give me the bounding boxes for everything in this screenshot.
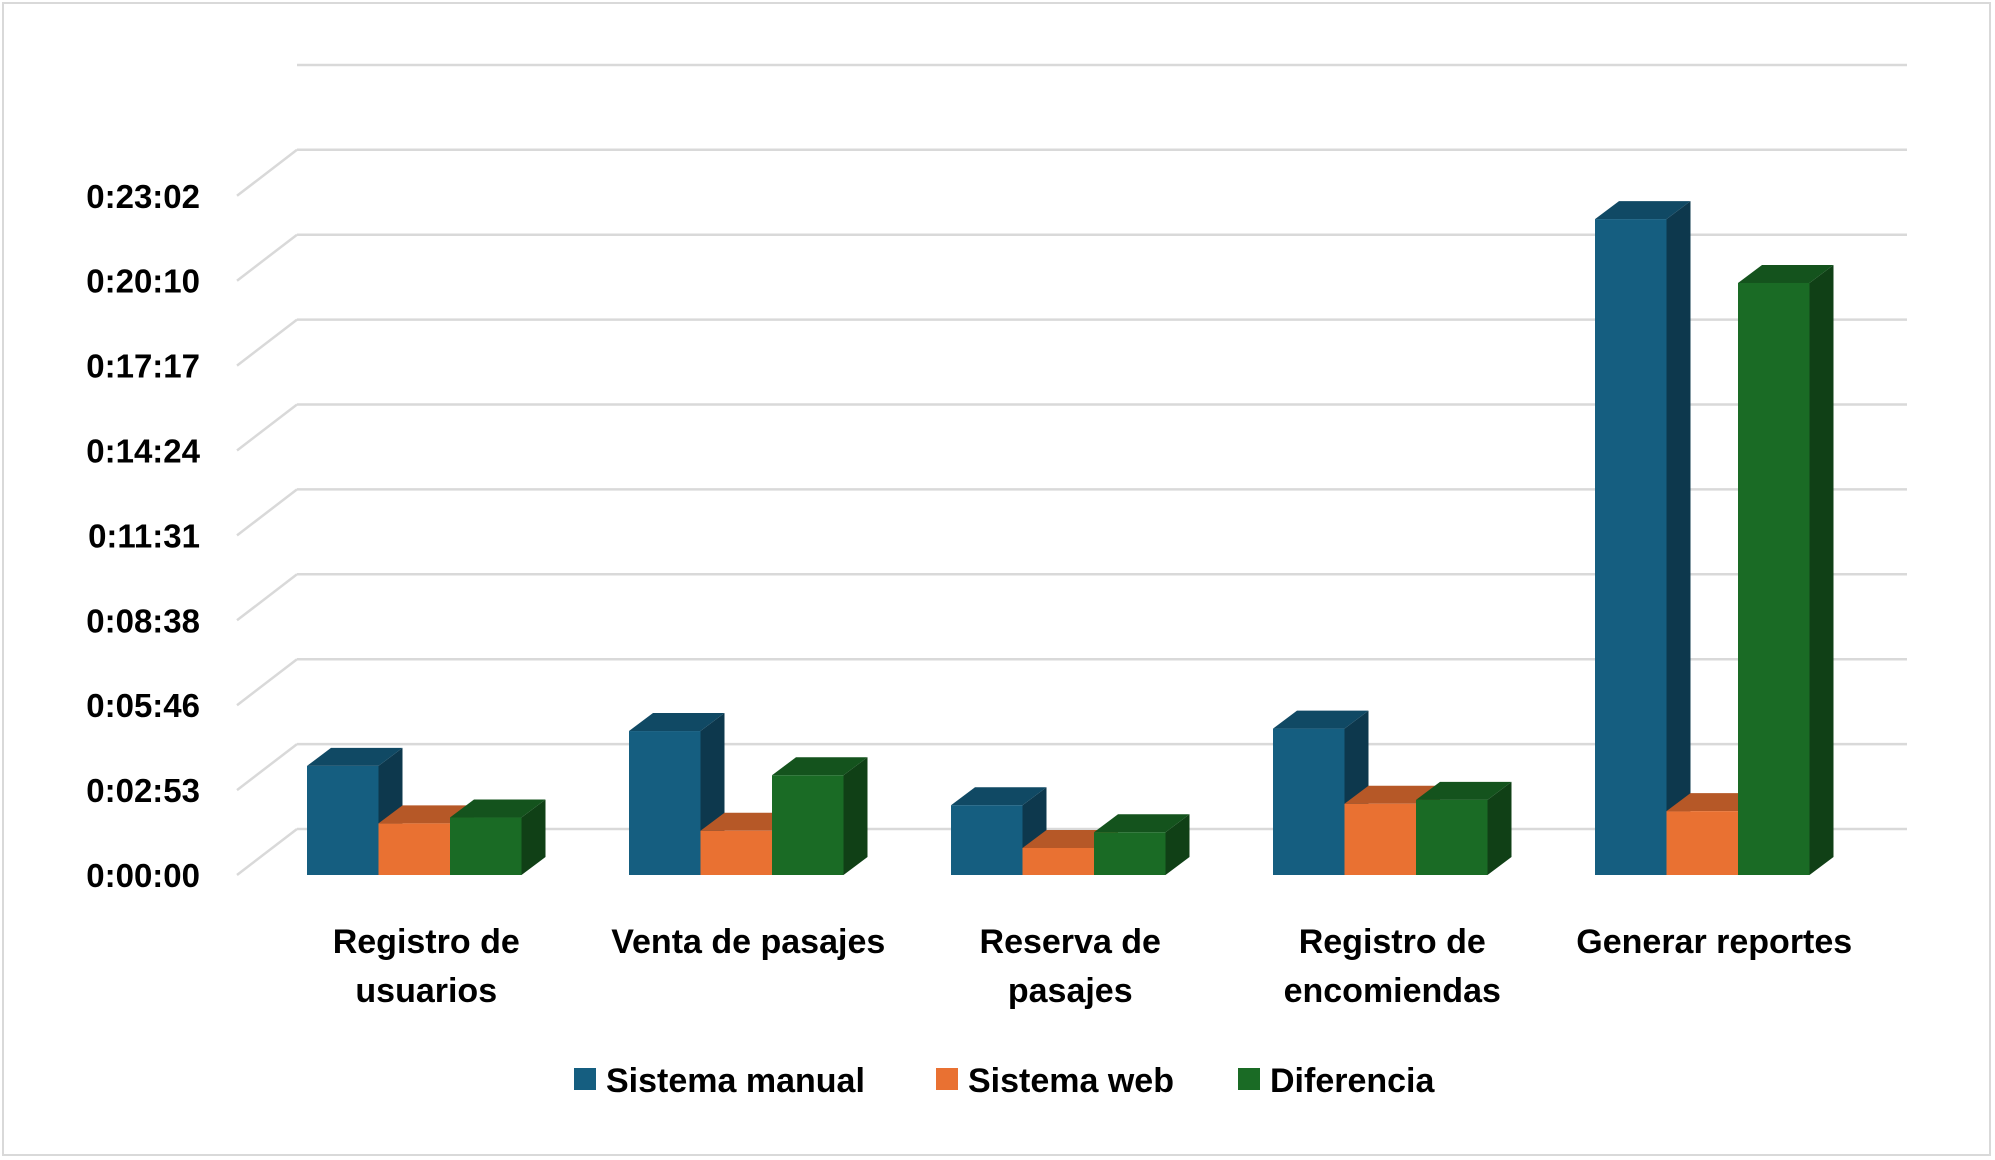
gridline-depth	[236, 148, 298, 197]
legend-swatch	[936, 1068, 958, 1090]
y-tick-label: 0:08:38	[86, 602, 200, 639]
x-category-label: Registro de usuarios	[333, 923, 520, 1010]
gridline-depth	[236, 828, 298, 876]
y-tick-label: 0:20:10	[86, 263, 200, 300]
y-tick-label: 0:17:17	[86, 348, 200, 385]
gridline-depth	[236, 658, 298, 707]
legend: Sistema manual Sistema web Diferencia	[574, 1062, 1435, 1100]
legend-swatch	[574, 1068, 596, 1090]
x-category-label: Venta de pasajes	[611, 923, 885, 961]
bar-diferencia	[450, 799, 546, 875]
legend-swatch	[1238, 1068, 1260, 1090]
gridline-depth	[236, 318, 298, 367]
legend-label: Sistema manual	[606, 1062, 865, 1100]
y-tick-label: 0:00:00	[86, 857, 200, 894]
x-category-label: Generar reportes	[1576, 923, 1852, 961]
x-category-label: Registro de encomiendas	[1284, 923, 1501, 1010]
x-axis-categories: Registro de usuarios Venta de pasajes Reser…	[333, 923, 1852, 1010]
bar-diferencia	[1416, 781, 1512, 875]
gridline-depth	[236, 743, 298, 792]
y-tick-label: 0:05:46	[86, 687, 200, 724]
gridline-depth	[236, 488, 298, 537]
y-axis-ticks: 0:00:00 0:02:53 0:05:46 0:08:38 0:11:31 0:14:…	[86, 178, 200, 894]
bars	[307, 201, 1834, 875]
chart-canvas: 0:00:00 0:02:53 0:05:46 0:08:38 0:11:31 0:14:…	[86, 63, 1907, 1100]
x-category-label: Reserva de pasajes	[980, 923, 1161, 1010]
bar-diferencia	[772, 757, 868, 875]
legend-label: Sistema web	[968, 1062, 1174, 1100]
legend-label: Diferencia	[1270, 1062, 1435, 1100]
y-tick-label: 0:23:02	[86, 178, 200, 215]
bar-diferencia	[1738, 264, 1834, 875]
bar-sistema-manual	[1595, 201, 1691, 875]
gridline-depth	[236, 573, 298, 622]
gridline-depth	[236, 233, 298, 282]
bar-diferencia	[1094, 814, 1190, 875]
gridline-depth	[236, 403, 298, 452]
y-tick-label: 0:11:31	[88, 517, 200, 554]
y-tick-label: 0:02:53	[86, 772, 200, 809]
y-tick-label: 0:14:24	[86, 433, 200, 470]
